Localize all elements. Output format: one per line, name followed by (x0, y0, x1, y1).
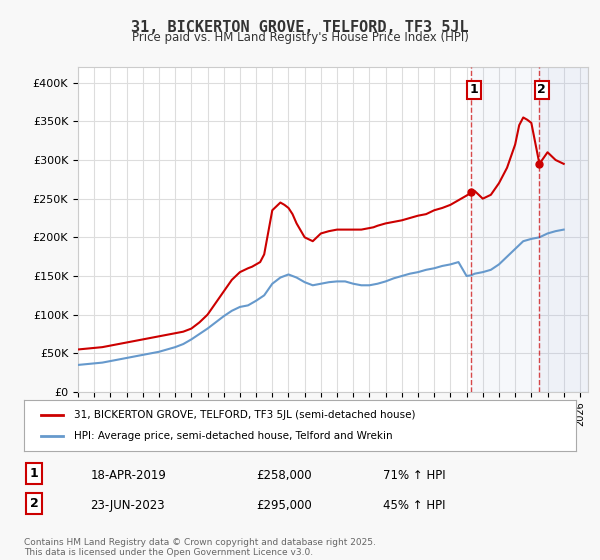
Text: £258,000: £258,000 (256, 469, 311, 482)
Text: 23-JUN-2023: 23-JUN-2023 (90, 499, 165, 512)
Text: £295,000: £295,000 (256, 499, 311, 512)
Text: 2: 2 (538, 83, 546, 96)
Text: 1: 1 (469, 83, 478, 96)
Text: Contains HM Land Registry data © Crown copyright and database right 2025.
This d: Contains HM Land Registry data © Crown c… (24, 538, 376, 557)
Text: Price paid vs. HM Land Registry's House Price Index (HPI): Price paid vs. HM Land Registry's House … (131, 31, 469, 44)
Text: 1: 1 (29, 467, 38, 480)
Text: 2: 2 (29, 497, 38, 510)
Text: 45% ↑ HPI: 45% ↑ HPI (383, 499, 445, 512)
Text: 18-APR-2019: 18-APR-2019 (90, 469, 166, 482)
Text: 31, BICKERTON GROVE, TELFORD, TF3 5JL (semi-detached house): 31, BICKERTON GROVE, TELFORD, TF3 5JL (s… (74, 409, 415, 419)
Text: HPI: Average price, semi-detached house, Telford and Wrekin: HPI: Average price, semi-detached house,… (74, 431, 392, 441)
Text: 71% ↑ HPI: 71% ↑ HPI (383, 469, 445, 482)
Bar (472, 67, 588, 392)
Bar (539, 67, 588, 392)
Text: 31, BICKERTON GROVE, TELFORD, TF3 5JL: 31, BICKERTON GROVE, TELFORD, TF3 5JL (131, 20, 469, 35)
